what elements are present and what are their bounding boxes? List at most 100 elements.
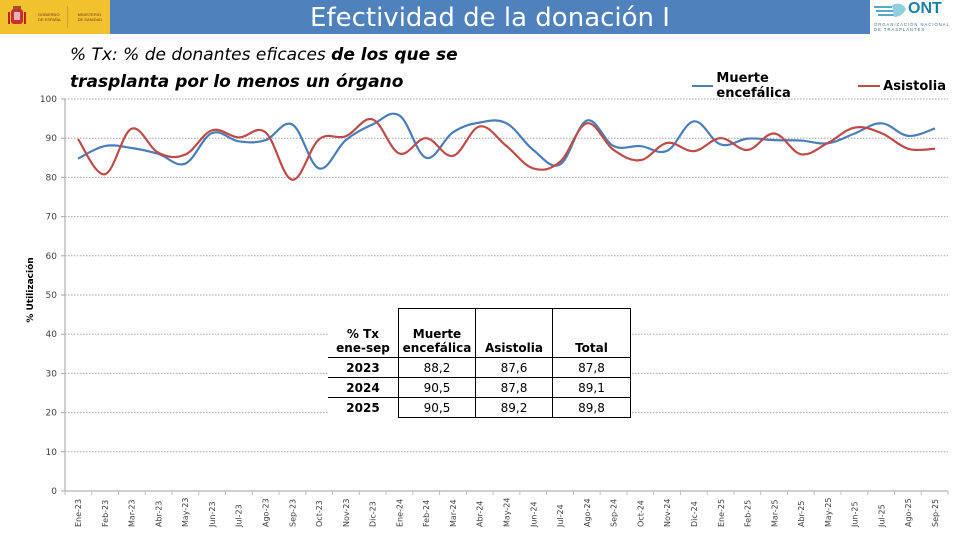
ont-subtitle-line-2: DE TRASPLANTES xyxy=(874,27,926,32)
legend-item-asistolia: Asistolia xyxy=(858,79,946,94)
y-tick-label: 80 xyxy=(46,173,58,183)
x-tick-label: Abr-24 xyxy=(476,501,485,527)
chart-subtitle: % Tx: % de donantes eficaces de los que … xyxy=(70,42,458,96)
table-cell: 89,8 xyxy=(552,397,631,418)
legend-label: Asistolia xyxy=(883,78,946,94)
x-tick-label: Sep-24 xyxy=(610,499,619,527)
y-axis-label: % Utilización xyxy=(25,257,36,322)
x-tick-label: May-25 xyxy=(824,498,833,527)
x-tick-label: Sep-25 xyxy=(931,499,940,527)
header-text: encefálica xyxy=(402,341,472,355)
government-logo: GOBIERNO DE ESPAÑA MINISTERIO DE SANIDAD xyxy=(0,0,110,34)
table-cell: 90,5 xyxy=(398,377,476,398)
table-cell: 88,2 xyxy=(398,357,476,378)
x-tick-label: Jun-25 xyxy=(851,501,860,528)
chart-legend: Muerte encefálica Asistolia xyxy=(692,71,960,101)
y-tick-label: 50 xyxy=(46,291,58,301)
table-cell: 87,6 xyxy=(475,357,553,378)
government-text: GOBIERNO DE ESPAÑA xyxy=(38,12,61,22)
x-tick-label: Mar-25 xyxy=(770,499,779,527)
gov-line-2: DE ESPAÑA xyxy=(38,17,61,22)
table-cell: 87,8 xyxy=(552,357,631,378)
ministry-line-2: DE SANIDAD xyxy=(77,17,103,22)
coat-of-arms-icon xyxy=(8,6,26,24)
y-tick-label: 100 xyxy=(40,95,57,105)
x-tick-label: Ene-25 xyxy=(717,499,726,527)
x-tick-label: Feb-25 xyxy=(744,500,753,527)
page-title: Efectividad de la donación I xyxy=(310,3,670,33)
header-text: ene-sep xyxy=(336,341,390,355)
table-cell: 89,1 xyxy=(552,377,631,398)
x-tick-label: Abr-23 xyxy=(154,501,163,527)
table-header-muerte-encefalica: Muerte encefálica xyxy=(398,308,476,358)
y-tick-label: 10 xyxy=(46,448,58,458)
ont-subtitle-line-1: ORGANIZACIÓN NACIONAL xyxy=(874,22,950,27)
subtitle-bold-text-2: trasplanta por lo menos un órgano xyxy=(70,72,404,92)
table-cell: 89,2 xyxy=(475,397,553,418)
x-tick-label: Jul-25 xyxy=(877,504,886,528)
ministry-line-1: MINISTERIO xyxy=(77,12,101,17)
series-line-muerte-encefalica xyxy=(77,112,936,170)
x-tick-label: Jul-24 xyxy=(556,504,565,528)
x-tick-label: Jun-24 xyxy=(529,501,538,528)
legend-swatch-blue xyxy=(692,85,714,87)
subtitle-bold-text: de los que se xyxy=(331,45,458,65)
y-tick-label: 70 xyxy=(46,213,58,223)
table-cell: 87,8 xyxy=(475,377,553,398)
x-tick-label: Dic-23 xyxy=(369,501,378,527)
legend-item-muerte-encefalica: Muerte encefálica xyxy=(692,71,844,101)
header-bar: GOBIERNO DE ESPAÑA MINISTERIO DE SANIDAD… xyxy=(0,0,960,34)
x-tick-label: Oct-24 xyxy=(636,500,645,527)
gov-line-1: GOBIERNO xyxy=(38,12,60,17)
table-row: 2024 90,5 87,8 89,1 xyxy=(328,377,631,398)
x-tick-label: Oct-23 xyxy=(315,500,324,527)
y-tick-label: 0 xyxy=(51,487,57,497)
x-tick-label: Ene-24 xyxy=(395,499,404,527)
y-tick-label: 60 xyxy=(46,252,58,262)
table-cell-year: 2025 xyxy=(328,397,399,418)
y-tick-label: 90 xyxy=(46,134,58,144)
x-tick-label: Abr-25 xyxy=(797,501,806,527)
series-line-asistolia xyxy=(77,117,936,181)
summary-table: % Tx ene-sep Muerte encefálica Asistolia T… xyxy=(328,308,631,418)
x-tick-label: May-24 xyxy=(503,498,512,527)
x-tick-label: Dic-24 xyxy=(690,501,699,527)
x-tick-label: Feb-24 xyxy=(422,500,431,527)
table-row: 2023 88,2 87,6 87,8 xyxy=(328,357,631,378)
table-header-total: Total xyxy=(552,308,631,358)
x-tick-labels: Ene-23 Feb-23 Mar-23 Abr-23 May-23 Jun-23 Jul-… xyxy=(64,491,949,528)
x-tick-label: Ago-23 xyxy=(261,498,270,527)
x-tick-label: Jul-23 xyxy=(235,504,244,528)
table-header-asistolia: Asistolia xyxy=(475,308,553,358)
y-tick-label: 40 xyxy=(46,330,58,340)
ont-swoosh-icon xyxy=(874,3,906,18)
logo-separator xyxy=(66,6,68,28)
header-text: Muerte xyxy=(412,327,462,341)
header-text: % Tx xyxy=(346,327,380,341)
table-header-period: % Tx ene-sep xyxy=(328,308,399,358)
ont-logo: ONT ORGANIZACIÓN NACIONAL DE TRASPLANTES xyxy=(870,0,960,34)
x-tick-label: Feb-23 xyxy=(101,500,110,527)
table-header-row: % Tx ene-sep Muerte encefálica Asistolia T… xyxy=(328,308,631,358)
legend-swatch-red xyxy=(858,85,881,87)
ont-wordmark: ONT xyxy=(908,0,942,17)
legend-label: Muerte encefálica xyxy=(716,71,791,101)
table-row: 2025 90,5 89,2 89,8 xyxy=(328,397,631,418)
x-tick-label: Jun-23 xyxy=(208,501,217,528)
y-tick-label: 30 xyxy=(46,369,58,379)
x-tick-label: Mar-23 xyxy=(128,499,137,527)
subtitle-normal-text: % Tx: % de donantes eficaces xyxy=(70,45,332,65)
x-tick-label: Mar-24 xyxy=(449,499,458,527)
x-tick-label: Nov-23 xyxy=(342,499,351,527)
table-cell: 90,5 xyxy=(398,397,476,418)
x-tick-label: Ago-24 xyxy=(583,498,592,527)
table-cell-year: 2024 xyxy=(328,377,399,398)
ont-subtitle: ORGANIZACIÓN NACIONAL DE TRASPLANTES xyxy=(874,22,950,32)
x-tick-label: Sep-23 xyxy=(288,499,297,527)
x-tick-label: Ene-23 xyxy=(74,499,83,527)
y-tick-labels: 0 10 20 30 40 50 60 70 80 90 100 xyxy=(40,95,65,497)
series-lines xyxy=(77,112,936,181)
x-tick-label: May-23 xyxy=(181,498,190,527)
subtitle-line-1: % Tx: % de donantes eficaces de los que … xyxy=(70,42,458,69)
